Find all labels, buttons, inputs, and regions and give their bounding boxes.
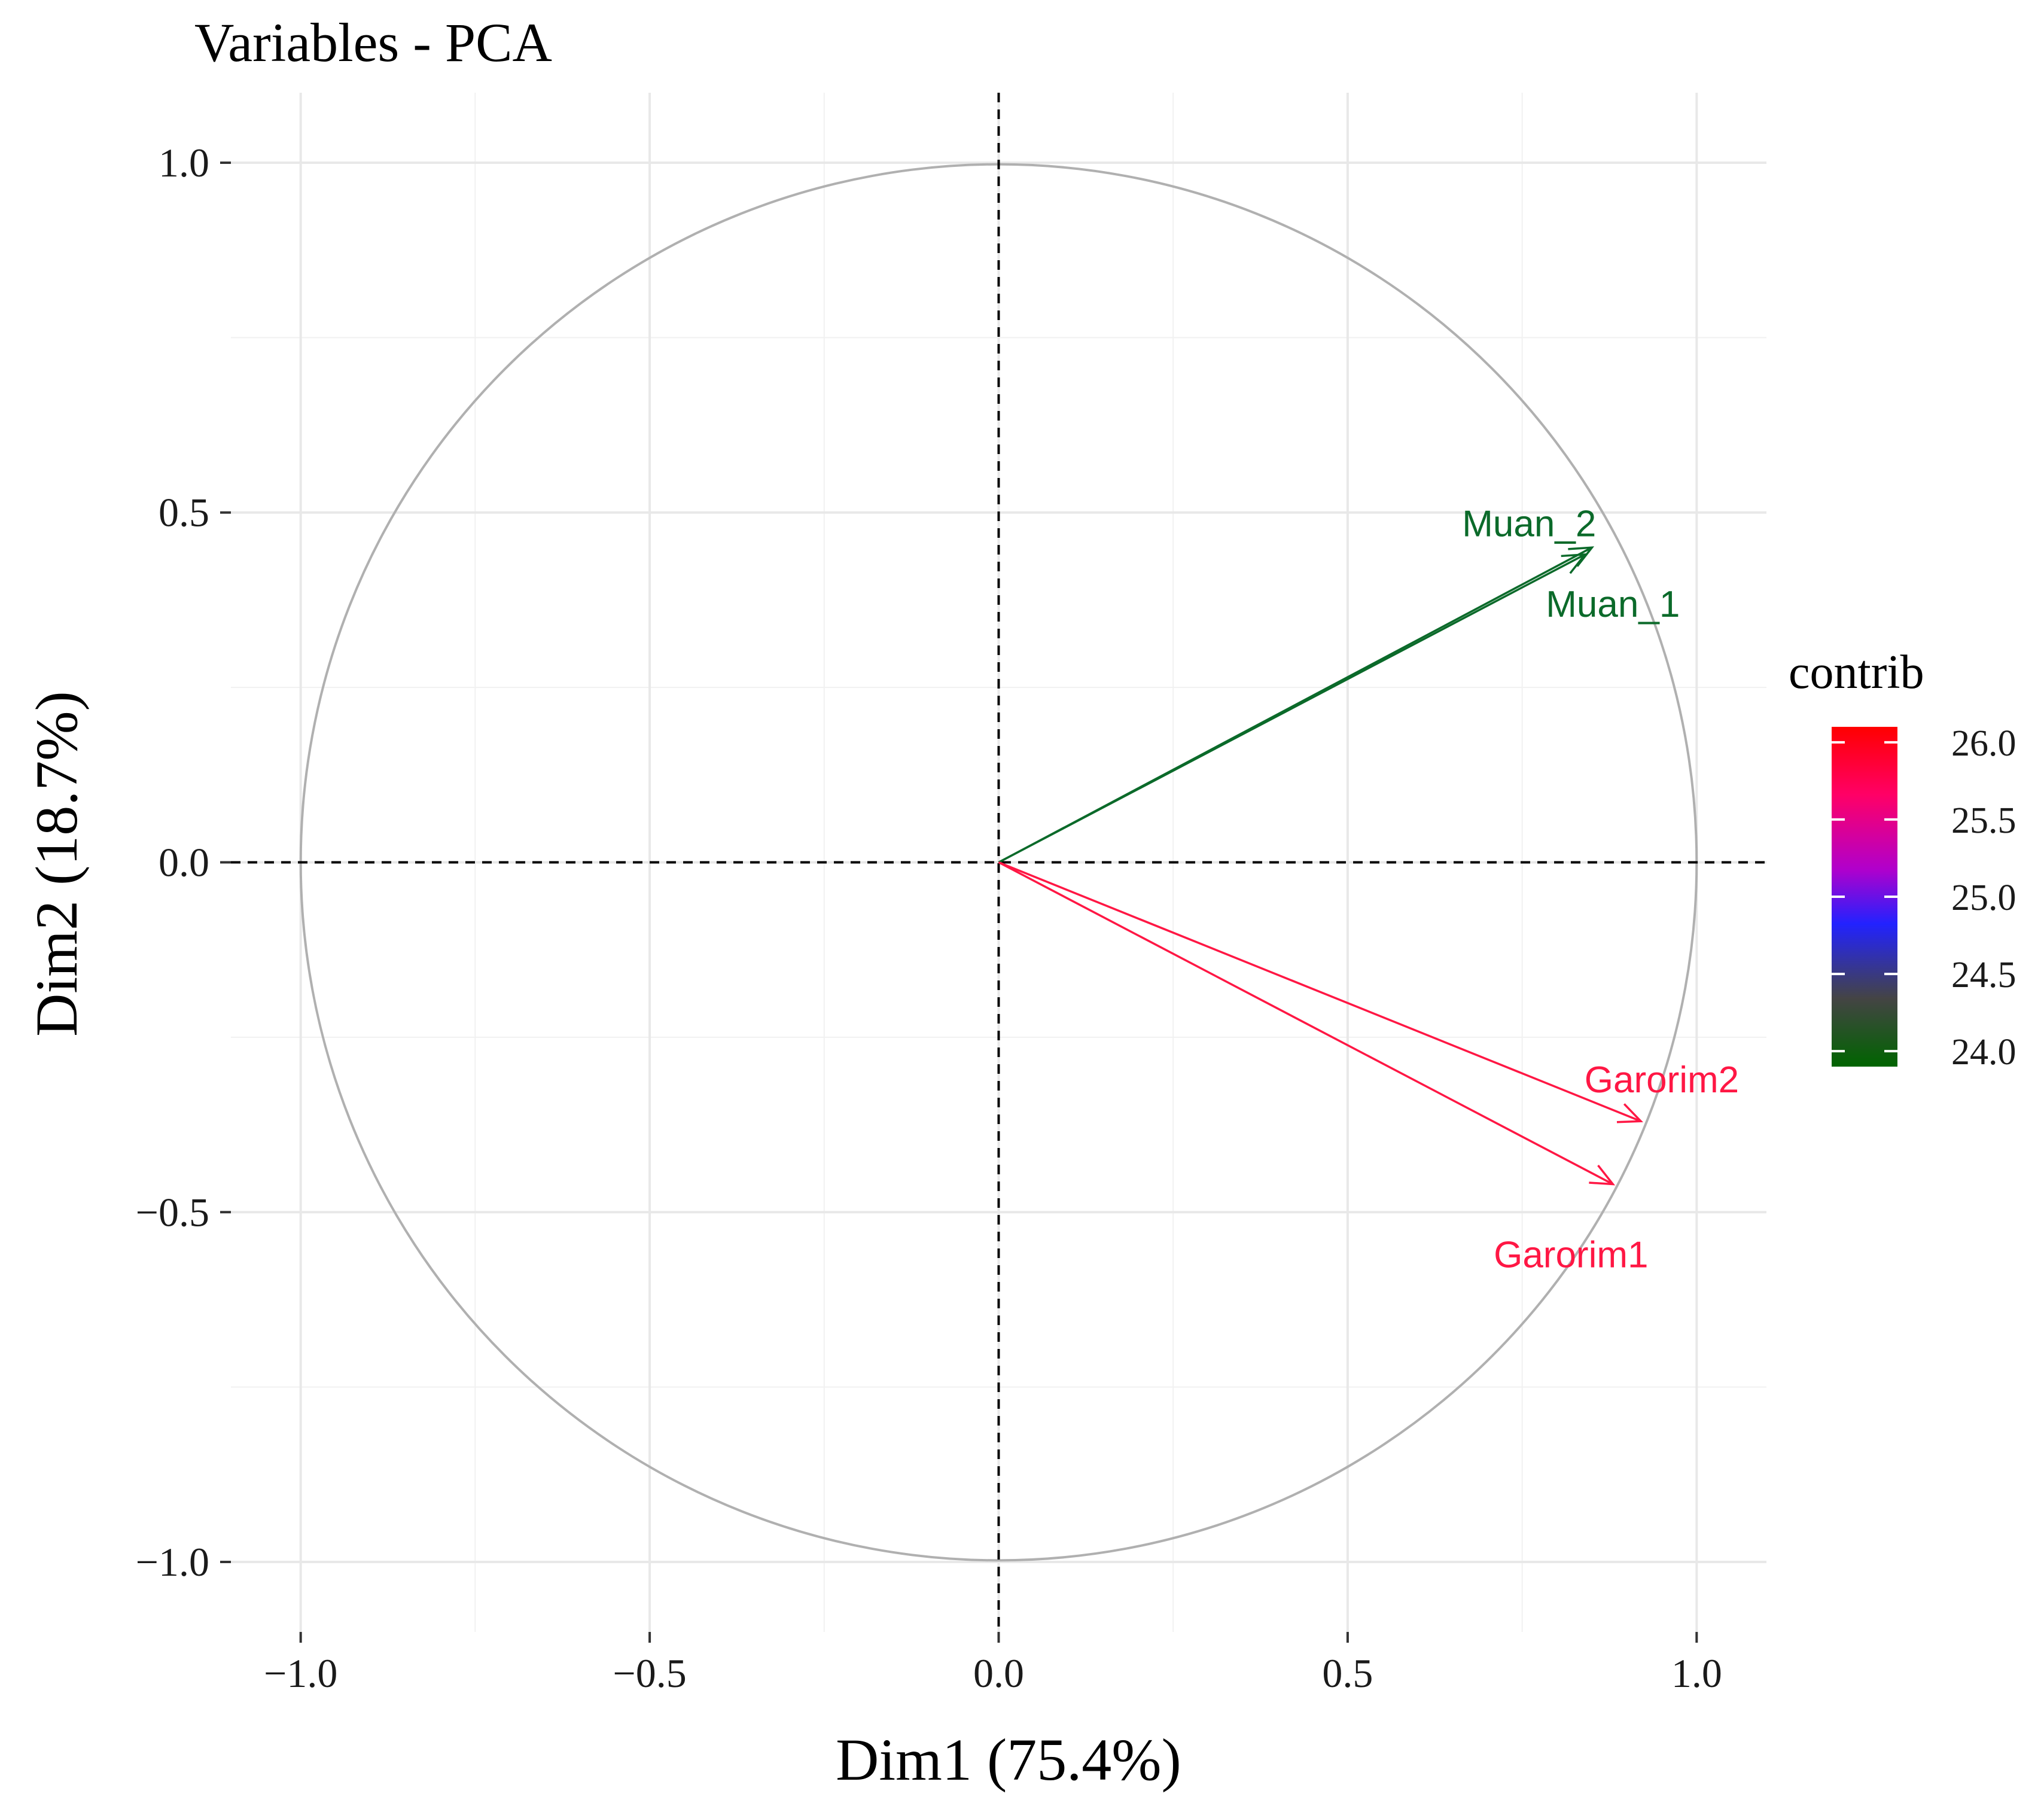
arrow-shaft-garorim2: [998, 861, 1641, 1122]
y-tick-label: −0.5: [136, 1189, 209, 1235]
y-tick-label: −1.0: [136, 1539, 209, 1585]
variable-label-muan_2: Muan_2: [1462, 503, 1596, 544]
legend-tick-label: 25.0: [1951, 878, 2016, 918]
y-tick-label: 1.0: [159, 140, 209, 185]
legend-tick-label: 24.5: [1951, 955, 2016, 995]
arrow-head-muan_1: [1568, 546, 1595, 567]
x-tick-label: 1.0: [1671, 1650, 1722, 1696]
x-tick-label: −1.0: [264, 1650, 337, 1696]
legend-title: contrib: [1789, 646, 1924, 699]
legend-tick-label: 25.5: [1951, 800, 2016, 841]
arrow-shaft-muan_1: [998, 546, 1593, 864]
variable-label-muan_1: Muan_1: [1546, 584, 1680, 625]
y-axis-title: Dim2 (18.7%): [23, 691, 90, 1037]
variable-label-garorim1: Garorim1: [1494, 1234, 1648, 1275]
legend-tick-label: 24.0: [1951, 1032, 2016, 1073]
variable-arrows: Muan_2 Muan_1 Garorim2 Garorim1: [998, 503, 1739, 1275]
variable-label-garorim2: Garorim2: [1585, 1059, 1739, 1101]
x-axis-title: Dim1 (75.4%): [836, 1726, 1181, 1793]
x-tick-label: 0.5: [1322, 1650, 1373, 1696]
arrow-shaft-garorim1: [998, 861, 1614, 1186]
legend-tick-label: 26.0: [1951, 723, 2016, 764]
y-tick-label: 0.0: [159, 840, 209, 885]
x-tick-label: −0.5: [613, 1650, 686, 1696]
y-tick-label: 0.5: [159, 490, 209, 535]
arrow-head-muan_2: [1561, 553, 1588, 574]
x-tick-label: 0.0: [973, 1650, 1024, 1696]
chart-title: Variables - PCA: [194, 12, 552, 73]
arrow-head-garorim2: [1616, 1103, 1643, 1123]
axes: −1.0 −0.5 0.0 0.5 1.0 −1.0 −0.5 0.0 0.5 1.0: [136, 93, 1766, 1696]
legend-ticks: 26.0 25.5 25.0 24.5 24.0: [1832, 723, 2016, 1073]
arrow-head-garorim1: [1589, 1165, 1616, 1186]
